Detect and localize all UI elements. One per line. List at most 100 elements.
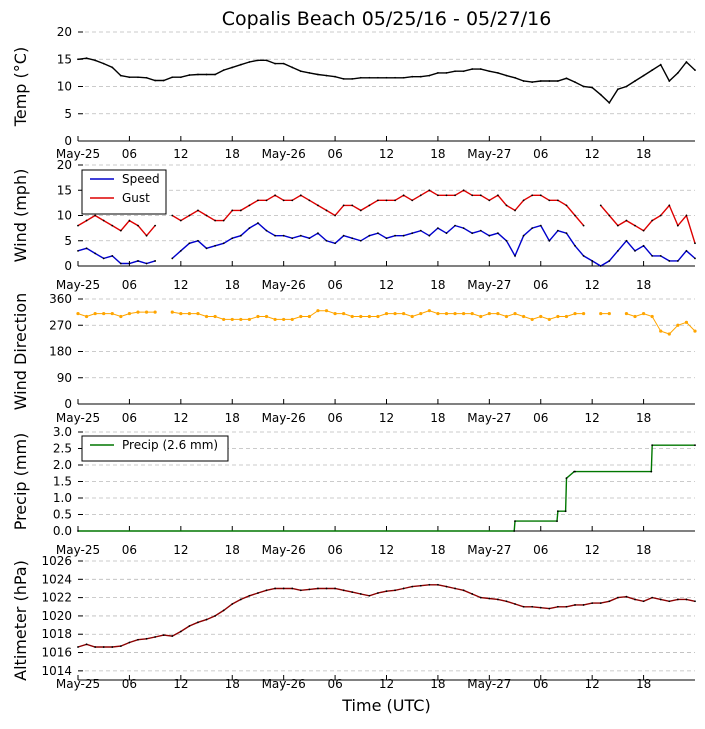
data-point — [197, 239, 199, 242]
data-point — [514, 255, 516, 257]
data-point — [659, 598, 662, 601]
data-point — [94, 252, 97, 255]
data-point — [317, 232, 319, 235]
data-point — [171, 76, 174, 79]
data-point — [651, 255, 654, 257]
data-point — [428, 74, 431, 77]
y-axis-label: Precip (mm) — [11, 433, 30, 531]
legend-label: Speed — [122, 172, 160, 186]
data-point — [531, 227, 534, 230]
data-point — [205, 73, 208, 76]
data-point — [317, 204, 319, 207]
y-axis-label: Temp (°C) — [11, 47, 30, 127]
data-point — [445, 232, 448, 235]
data-point — [299, 70, 302, 73]
data-point — [539, 224, 542, 227]
data-point — [377, 199, 379, 202]
data-point — [257, 59, 259, 62]
data-point — [599, 602, 602, 605]
data-point — [591, 86, 594, 89]
data-point — [445, 71, 448, 74]
data-point — [479, 596, 482, 599]
data-point — [497, 71, 499, 74]
y-axis-label: Wind Direction — [11, 293, 30, 411]
data-point — [214, 615, 217, 617]
data-point — [488, 234, 491, 237]
data-point — [522, 80, 525, 82]
data-point — [582, 255, 585, 257]
x-tick-label: 18 — [430, 543, 445, 557]
x-tick-label: 12 — [585, 677, 600, 691]
data-point — [428, 189, 431, 192]
data-point — [222, 609, 225, 612]
data-point — [377, 76, 379, 79]
data-point — [257, 592, 259, 594]
data-point — [625, 595, 628, 598]
data-point — [248, 227, 251, 230]
y-axis-label: Wind (mph) — [11, 169, 30, 263]
data-point — [651, 444, 654, 447]
data-point — [282, 62, 285, 65]
data-point — [591, 260, 594, 262]
data-point — [608, 214, 611, 217]
data-point — [179, 76, 182, 79]
x-tick-label: 18 — [430, 147, 445, 161]
data-point — [411, 75, 414, 78]
data-point — [162, 634, 165, 637]
data-point — [368, 594, 371, 597]
data-point — [668, 260, 671, 262]
data-point — [197, 73, 199, 76]
y-tick-label: 15 — [57, 52, 72, 66]
data-point — [437, 583, 439, 586]
data-point — [497, 232, 499, 235]
data-point — [556, 199, 559, 202]
data-point — [188, 74, 191, 76]
data-point — [299, 589, 302, 592]
data-point — [505, 204, 508, 207]
data-point — [514, 76, 516, 79]
y-tick-label: 90 — [57, 371, 72, 385]
chart-title: Copalis Beach 05/25/16 - 05/27/16 — [222, 8, 552, 30]
x-tick-label: 06 — [122, 411, 137, 425]
data-point — [94, 214, 97, 217]
data-point — [239, 209, 242, 212]
x-tick-label: 18 — [430, 677, 445, 691]
data-point — [488, 597, 491, 600]
data-point — [488, 70, 491, 73]
data-point — [231, 603, 234, 605]
data-point — [94, 646, 97, 648]
data-point — [514, 520, 516, 522]
data-point — [454, 70, 456, 73]
data-point — [642, 244, 645, 247]
x-tick-label: May-26 — [262, 147, 306, 161]
data-point — [599, 265, 602, 267]
x-tick-label: 12 — [379, 677, 394, 691]
data-point — [334, 587, 336, 590]
data-point — [342, 204, 345, 207]
data-point — [471, 232, 474, 235]
data-point — [634, 80, 636, 82]
y-tick-label: 1018 — [41, 627, 72, 641]
data-point — [616, 596, 619, 599]
x-tick-label: 12 — [379, 411, 394, 425]
data-point — [299, 234, 302, 237]
data-point — [625, 239, 628, 242]
y-tick-label: 20 — [57, 158, 72, 172]
y-tick-label: 0 — [64, 134, 72, 148]
data-point — [574, 244, 576, 247]
y-tick-label: 180 — [49, 345, 72, 359]
data-point — [616, 88, 619, 91]
data-point — [291, 66, 294, 69]
data-point — [497, 598, 499, 601]
data-point — [411, 585, 414, 588]
data-point — [368, 204, 371, 207]
x-tick-label: 12 — [173, 278, 188, 292]
data-point — [385, 237, 388, 240]
data-point — [325, 209, 328, 212]
data-point — [111, 224, 114, 227]
data-point — [488, 199, 491, 202]
y-tick-label: 5 — [64, 234, 72, 248]
data-point — [342, 234, 345, 237]
